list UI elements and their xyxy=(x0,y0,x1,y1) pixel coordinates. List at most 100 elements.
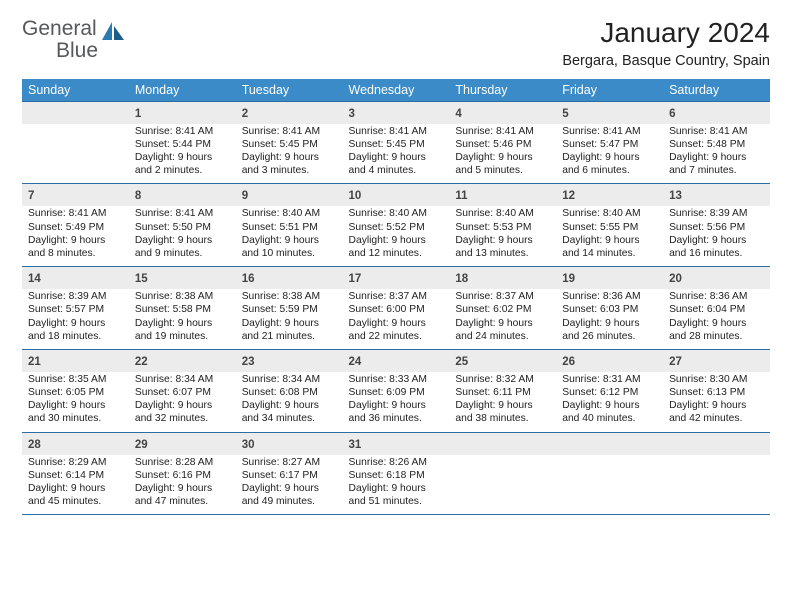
sunset-text: Sunset: 6:17 PM xyxy=(242,469,337,482)
day-number-cell: 8 xyxy=(129,184,236,207)
daylight-text: Daylight: 9 hours and 32 minutes. xyxy=(135,399,230,425)
sunset-text: Sunset: 6:12 PM xyxy=(562,386,657,399)
day-number: 19 xyxy=(562,273,575,285)
day-number: 14 xyxy=(28,273,41,285)
day-content-cell: Sunrise: 8:37 AMSunset: 6:00 PMDaylight:… xyxy=(343,289,450,349)
day-number-cell: 29 xyxy=(129,432,236,455)
day-number-cell: 30 xyxy=(236,432,343,455)
sunrise-text: Sunrise: 8:35 AM xyxy=(28,373,123,386)
sunset-text: Sunset: 6:08 PM xyxy=(242,386,337,399)
day-number-cell: 24 xyxy=(343,349,450,372)
day-content-cell: Sunrise: 8:33 AMSunset: 6:09 PMDaylight:… xyxy=(343,372,450,432)
content-row: Sunrise: 8:41 AMSunset: 5:44 PMDaylight:… xyxy=(22,124,770,184)
day-number: 24 xyxy=(349,356,362,368)
day-number-cell: 12 xyxy=(556,184,663,207)
day-content-cell xyxy=(22,124,129,184)
daynum-row: 14151617181920 xyxy=(22,267,770,290)
sunrise-text: Sunrise: 8:37 AM xyxy=(349,290,444,303)
day-content-cell xyxy=(663,455,770,515)
calendar-page: General Blue January 2024 Bergara, Basqu… xyxy=(0,0,792,515)
sunset-text: Sunset: 6:18 PM xyxy=(349,469,444,482)
day-number: 18 xyxy=(455,273,468,285)
day-number: 13 xyxy=(669,190,682,202)
page-header: General Blue January 2024 Bergara, Basqu… xyxy=(22,18,770,69)
day-number: 10 xyxy=(349,190,362,202)
day-number: 27 xyxy=(669,356,682,368)
day-content-cell: Sunrise: 8:34 AMSunset: 6:07 PMDaylight:… xyxy=(129,372,236,432)
day-content-cell: Sunrise: 8:38 AMSunset: 5:58 PMDaylight:… xyxy=(129,289,236,349)
day-content-cell: Sunrise: 8:30 AMSunset: 6:13 PMDaylight:… xyxy=(663,372,770,432)
day-number-cell: 9 xyxy=(236,184,343,207)
sunrise-text: Sunrise: 8:34 AM xyxy=(242,373,337,386)
day-content-cell: Sunrise: 8:40 AMSunset: 5:52 PMDaylight:… xyxy=(343,206,450,266)
daylight-text: Daylight: 9 hours and 18 minutes. xyxy=(28,317,123,343)
day-number-cell: 17 xyxy=(343,267,450,290)
daylight-text: Daylight: 9 hours and 9 minutes. xyxy=(135,234,230,260)
sunset-text: Sunset: 6:00 PM xyxy=(349,303,444,316)
sunset-text: Sunset: 5:45 PM xyxy=(349,138,444,151)
day-number-cell: 23 xyxy=(236,349,343,372)
sunrise-text: Sunrise: 8:41 AM xyxy=(135,207,230,220)
logo-sail-icon xyxy=(100,20,126,49)
daynum-row: 78910111213 xyxy=(22,184,770,207)
sunrise-text: Sunrise: 8:39 AM xyxy=(669,207,764,220)
daylight-text: Daylight: 9 hours and 24 minutes. xyxy=(455,317,550,343)
day-number-cell: 27 xyxy=(663,349,770,372)
day-number: 12 xyxy=(562,190,575,202)
title-block: January 2024 Bergara, Basque Country, Sp… xyxy=(562,18,770,69)
sunset-text: Sunset: 6:04 PM xyxy=(669,303,764,316)
day-number: 22 xyxy=(135,356,148,368)
daylight-text: Daylight: 9 hours and 36 minutes. xyxy=(349,399,444,425)
day-number-cell: 25 xyxy=(449,349,556,372)
content-row: Sunrise: 8:35 AMSunset: 6:05 PMDaylight:… xyxy=(22,372,770,432)
sunset-text: Sunset: 5:51 PM xyxy=(242,221,337,234)
calendar-table: Sunday Monday Tuesday Wednesday Thursday… xyxy=(22,79,770,515)
daylight-text: Daylight: 9 hours and 13 minutes. xyxy=(455,234,550,260)
day-content-cell: Sunrise: 8:29 AMSunset: 6:14 PMDaylight:… xyxy=(22,455,129,515)
content-row: Sunrise: 8:39 AMSunset: 5:57 PMDaylight:… xyxy=(22,289,770,349)
day-number-cell: 7 xyxy=(22,184,129,207)
sunrise-text: Sunrise: 8:41 AM xyxy=(349,125,444,138)
sunrise-text: Sunrise: 8:33 AM xyxy=(349,373,444,386)
sunset-text: Sunset: 6:03 PM xyxy=(562,303,657,316)
sunrise-text: Sunrise: 8:41 AM xyxy=(562,125,657,138)
daylight-text: Daylight: 9 hours and 38 minutes. xyxy=(455,399,550,425)
daylight-text: Daylight: 9 hours and 19 minutes. xyxy=(135,317,230,343)
daylight-text: Daylight: 9 hours and 8 minutes. xyxy=(28,234,123,260)
day-number: 20 xyxy=(669,273,682,285)
day-number: 23 xyxy=(242,356,255,368)
logo-text-wrap: General Blue xyxy=(22,18,98,62)
sunset-text: Sunset: 5:59 PM xyxy=(242,303,337,316)
day-number-cell: 26 xyxy=(556,349,663,372)
daylight-text: Daylight: 9 hours and 45 minutes. xyxy=(28,482,123,508)
sunrise-text: Sunrise: 8:27 AM xyxy=(242,456,337,469)
sunset-text: Sunset: 5:55 PM xyxy=(562,221,657,234)
day-content-cell: Sunrise: 8:35 AMSunset: 6:05 PMDaylight:… xyxy=(22,372,129,432)
sunset-text: Sunset: 5:53 PM xyxy=(455,221,550,234)
sunset-text: Sunset: 6:09 PM xyxy=(349,386,444,399)
daylight-text: Daylight: 9 hours and 6 minutes. xyxy=(562,151,657,177)
daylight-text: Daylight: 9 hours and 7 minutes. xyxy=(669,151,764,177)
sunset-text: Sunset: 5:47 PM xyxy=(562,138,657,151)
day-content-cell: Sunrise: 8:39 AMSunset: 5:56 PMDaylight:… xyxy=(663,206,770,266)
day-number: 2 xyxy=(242,108,248,120)
day-number: 25 xyxy=(455,356,468,368)
day-number-cell: 16 xyxy=(236,267,343,290)
day-number: 9 xyxy=(242,190,248,202)
sunset-text: Sunset: 6:16 PM xyxy=(135,469,230,482)
daylight-text: Daylight: 9 hours and 34 minutes. xyxy=(242,399,337,425)
sunset-text: Sunset: 6:14 PM xyxy=(28,469,123,482)
weekday-header-row: Sunday Monday Tuesday Wednesday Thursday… xyxy=(22,79,770,102)
day-number: 4 xyxy=(455,108,461,120)
day-content-cell: Sunrise: 8:41 AMSunset: 5:50 PMDaylight:… xyxy=(129,206,236,266)
day-number-cell xyxy=(556,432,663,455)
day-number: 8 xyxy=(135,190,141,202)
day-content-cell: Sunrise: 8:41 AMSunset: 5:48 PMDaylight:… xyxy=(663,124,770,184)
day-number-cell: 21 xyxy=(22,349,129,372)
day-number-cell: 31 xyxy=(343,432,450,455)
day-number-cell: 6 xyxy=(663,101,770,124)
day-number-cell: 10 xyxy=(343,184,450,207)
daylight-text: Daylight: 9 hours and 5 minutes. xyxy=(455,151,550,177)
sunset-text: Sunset: 5:50 PM xyxy=(135,221,230,234)
day-number: 17 xyxy=(349,273,362,285)
